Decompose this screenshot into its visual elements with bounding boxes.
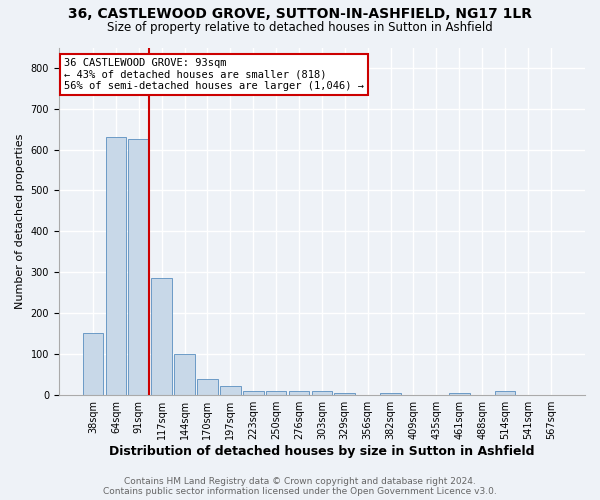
X-axis label: Distribution of detached houses by size in Sutton in Ashfield: Distribution of detached houses by size … bbox=[109, 444, 535, 458]
Text: 36 CASTLEWOOD GROVE: 93sqm
← 43% of detached houses are smaller (818)
56% of sem: 36 CASTLEWOOD GROVE: 93sqm ← 43% of deta… bbox=[64, 58, 364, 91]
Bar bbox=[174, 354, 195, 395]
Y-axis label: Number of detached properties: Number of detached properties bbox=[15, 134, 25, 309]
Bar bbox=[380, 392, 401, 394]
Bar bbox=[243, 392, 263, 394]
Bar bbox=[266, 392, 286, 394]
Bar bbox=[197, 379, 218, 394]
Text: Size of property relative to detached houses in Sutton in Ashfield: Size of property relative to detached ho… bbox=[107, 21, 493, 34]
Text: 36, CASTLEWOOD GROVE, SUTTON-IN-ASHFIELD, NG17 1LR: 36, CASTLEWOOD GROVE, SUTTON-IN-ASHFIELD… bbox=[68, 8, 532, 22]
Bar bbox=[128, 140, 149, 394]
Bar bbox=[83, 334, 103, 394]
Bar bbox=[311, 392, 332, 394]
Bar bbox=[151, 278, 172, 394]
Bar bbox=[495, 392, 515, 394]
Text: Contains HM Land Registry data © Crown copyright and database right 2024.
Contai: Contains HM Land Registry data © Crown c… bbox=[103, 476, 497, 496]
Bar bbox=[220, 386, 241, 394]
Bar bbox=[106, 138, 126, 394]
Bar bbox=[289, 392, 309, 394]
